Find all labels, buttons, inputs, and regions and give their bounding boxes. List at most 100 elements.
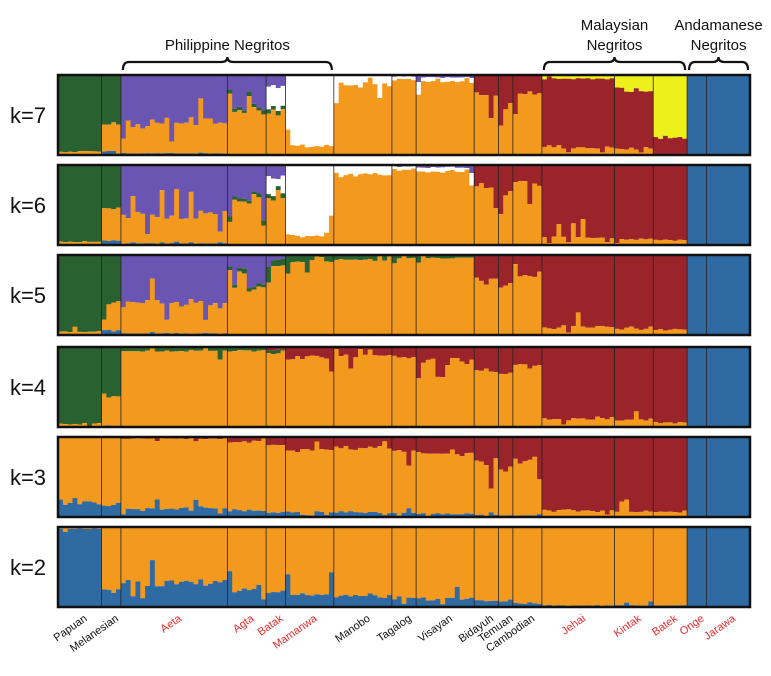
admixture-bar bbox=[401, 76, 407, 80]
admixture-bar bbox=[604, 419, 611, 427]
admixture-bar bbox=[87, 437, 93, 502]
admixture-bar bbox=[135, 438, 141, 510]
admixture-bar bbox=[633, 88, 640, 150]
admixture-bar bbox=[178, 123, 185, 154]
admixture-bar bbox=[503, 255, 509, 286]
admixture-bar bbox=[222, 255, 228, 304]
admixture-bar bbox=[285, 511, 291, 517]
admixture-bar bbox=[425, 600, 432, 607]
admixture-bar bbox=[203, 585, 209, 607]
admixture-bar bbox=[178, 255, 185, 307]
admixture-bar bbox=[619, 527, 625, 606]
admixture-bar bbox=[464, 453, 470, 514]
pop-bars-agta bbox=[227, 165, 267, 245]
pop-bars-kintak bbox=[614, 527, 654, 607]
admixture-bar bbox=[111, 75, 117, 123]
admixture-bar bbox=[440, 258, 446, 335]
admixture-bar bbox=[537, 271, 543, 335]
admixture-bar bbox=[270, 260, 277, 267]
admixture-bar bbox=[120, 165, 127, 215]
admixture-bar bbox=[512, 458, 519, 516]
admixture-bar bbox=[154, 437, 161, 442]
admixture-bar bbox=[619, 87, 625, 150]
admixture-bar bbox=[658, 255, 664, 330]
admixture-bar bbox=[227, 437, 233, 443]
admixture-bar bbox=[208, 212, 214, 244]
admixture-bar bbox=[498, 373, 504, 427]
admixture-bar bbox=[401, 603, 407, 607]
admixture-bar bbox=[164, 165, 170, 219]
admixture-bar bbox=[537, 347, 543, 366]
admixture-bar bbox=[67, 241, 73, 245]
admixture-bar bbox=[309, 236, 315, 245]
admixture-bar bbox=[643, 527, 649, 606]
admixture-bar bbox=[348, 85, 354, 155]
admixture-bar bbox=[183, 507, 190, 517]
admixture-bar bbox=[566, 78, 572, 153]
pop-bars-tagalog bbox=[391, 165, 417, 245]
admixture-bar bbox=[304, 272, 311, 335]
admixture-bar bbox=[241, 511, 248, 517]
admixture-bar bbox=[222, 210, 228, 244]
admixture-bar bbox=[309, 260, 315, 335]
admixture-bar bbox=[469, 77, 475, 83]
admixture-bar bbox=[217, 359, 223, 427]
admixture-bar bbox=[609, 165, 615, 239]
admixture-bar bbox=[309, 165, 315, 237]
admixture-bar bbox=[638, 238, 644, 245]
admixture-bar bbox=[96, 165, 102, 242]
admixture-bar bbox=[270, 266, 277, 335]
admixture-bar bbox=[367, 77, 373, 155]
admixture-bar bbox=[522, 347, 528, 365]
pop-bars-jehai bbox=[541, 527, 615, 607]
admixture-bar bbox=[532, 165, 538, 184]
admixture-bar bbox=[314, 146, 320, 155]
admixture-bar bbox=[154, 351, 161, 427]
admixture-bar bbox=[430, 513, 436, 517]
admixture-bar bbox=[72, 347, 78, 424]
admixture-bar bbox=[174, 165, 180, 190]
admixture-bar bbox=[416, 378, 422, 427]
admixture-bar bbox=[425, 172, 432, 245]
admixture-bar bbox=[304, 255, 311, 273]
admixture-bar bbox=[246, 437, 252, 443]
admixture-bar bbox=[246, 442, 252, 510]
admixture-bar bbox=[174, 189, 180, 242]
admixture-bar bbox=[493, 255, 499, 279]
admixture-bar bbox=[662, 527, 669, 606]
admixture-bar bbox=[508, 347, 514, 373]
admixture-bar bbox=[377, 355, 383, 427]
admixture-bar bbox=[62, 242, 69, 245]
admixture-bar bbox=[222, 579, 228, 607]
admixture-bar bbox=[193, 437, 199, 442]
admixture-bar bbox=[198, 75, 204, 99]
admixture-bar bbox=[319, 257, 325, 335]
pop-bars-batek bbox=[653, 165, 688, 245]
admixture-bar bbox=[614, 165, 620, 244]
admixture-bar bbox=[285, 574, 291, 607]
admixture-bar bbox=[67, 255, 73, 333]
admixture-bar bbox=[183, 347, 190, 352]
admixture-bar bbox=[256, 527, 262, 585]
admixture-bar bbox=[246, 509, 252, 517]
admixture-bar bbox=[459, 257, 465, 335]
admixture-bar bbox=[111, 209, 117, 241]
admixture-bar bbox=[522, 275, 528, 335]
admixture-bar bbox=[256, 283, 262, 287]
admixture-bar bbox=[633, 165, 640, 240]
admixture-bar bbox=[256, 107, 262, 111]
admixture-bar bbox=[517, 276, 523, 335]
admixture-bar bbox=[483, 255, 490, 285]
pop-bars-kintak bbox=[614, 347, 654, 427]
admixture-bar bbox=[614, 527, 620, 606]
admixture-bar bbox=[82, 347, 88, 424]
admixture-bar bbox=[420, 347, 427, 363]
admixture-bar bbox=[62, 424, 69, 427]
admixture-bar bbox=[716, 75, 722, 155]
admixture-bar bbox=[82, 331, 88, 335]
admixture-bar bbox=[295, 437, 301, 452]
admixture-bar bbox=[667, 422, 673, 427]
admixture-bar bbox=[309, 146, 315, 155]
admixture-bar bbox=[648, 511, 654, 517]
admixture-bar bbox=[140, 165, 146, 214]
